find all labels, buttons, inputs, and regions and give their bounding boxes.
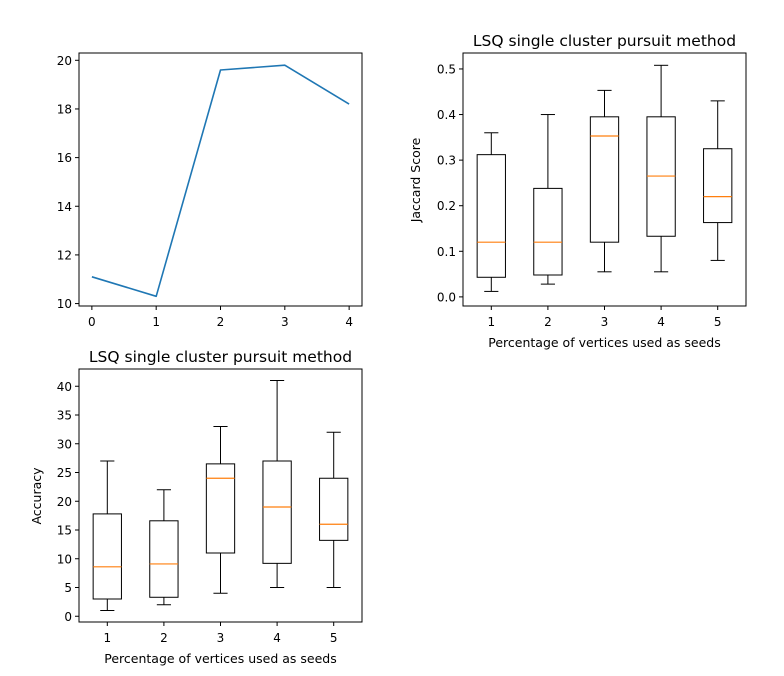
y-tick-label: 30 bbox=[57, 437, 72, 451]
x-axis-label: Percentage of vertices used as seeds bbox=[104, 651, 336, 666]
y-tick-label: 10 bbox=[57, 297, 72, 311]
box-5 bbox=[703, 100, 733, 261]
x-tick-label: 0 bbox=[88, 315, 96, 329]
x-tick-label: 4 bbox=[657, 315, 665, 329]
y-tick-label: 18 bbox=[57, 102, 72, 116]
y-tick-label: 20 bbox=[57, 54, 72, 68]
y-tick-label: 5 bbox=[64, 581, 72, 595]
y-tick-label: 0.2 bbox=[437, 199, 456, 213]
box-iqr bbox=[476, 154, 506, 278]
y-tick-label: 40 bbox=[57, 380, 72, 394]
x-tick-label: 4 bbox=[345, 315, 353, 329]
x-tick-label: 3 bbox=[217, 631, 225, 645]
box-5 bbox=[319, 431, 349, 588]
x-tick-label: 2 bbox=[160, 631, 168, 645]
x-tick-label: 2 bbox=[217, 315, 225, 329]
x-tick-label: 1 bbox=[487, 315, 495, 329]
box-iqr bbox=[589, 116, 620, 243]
x-tick-label: 5 bbox=[330, 631, 338, 645]
box-iqr bbox=[533, 187, 563, 276]
y-tick-label: 15 bbox=[57, 524, 72, 538]
data-line bbox=[91, 64, 350, 298]
chart-title: LSQ single cluster pursuit method bbox=[89, 348, 352, 366]
plot-frame bbox=[78, 52, 363, 307]
box-iqr bbox=[262, 460, 292, 564]
y-tick-label: 0.4 bbox=[437, 108, 456, 122]
x-axis-label: Percentage of vertices used as seeds bbox=[488, 335, 720, 350]
x-tick-label: 1 bbox=[103, 631, 111, 645]
box-iqr bbox=[149, 520, 179, 598]
x-tick-label: 3 bbox=[281, 315, 289, 329]
jaccard-boxplot-panel: LSQ single cluster pursuit method Percen… bbox=[408, 32, 747, 350]
box-1 bbox=[476, 132, 506, 292]
y-tick-label: 35 bbox=[57, 409, 72, 423]
box-2 bbox=[149, 489, 179, 606]
box-4 bbox=[262, 380, 292, 588]
x-tick-label: 4 bbox=[273, 631, 281, 645]
accuracy-boxplot-panel: LSQ single cluster pursuit method Percen… bbox=[29, 348, 363, 666]
x-tick-label: 5 bbox=[714, 315, 722, 329]
y-tick-label: 0.5 bbox=[437, 62, 456, 76]
y-tick-label: 12 bbox=[57, 248, 72, 262]
x-tick-label: 2 bbox=[544, 315, 552, 329]
box-2 bbox=[533, 114, 563, 285]
box-iqr bbox=[205, 463, 236, 554]
box-3 bbox=[589, 89, 620, 273]
box-3 bbox=[205, 426, 236, 594]
box-4 bbox=[646, 64, 676, 273]
x-tick-label: 1 bbox=[152, 315, 160, 329]
y-tick-label: 0.1 bbox=[437, 245, 456, 259]
chart-title: LSQ single cluster pursuit method bbox=[473, 32, 736, 50]
box-iqr bbox=[92, 513, 122, 600]
y-tick-label: 14 bbox=[57, 200, 72, 214]
y-axis-label: Accuracy bbox=[29, 467, 44, 525]
y-tick-label: 0.3 bbox=[437, 154, 456, 168]
y-tick-label: 0.0 bbox=[437, 290, 456, 304]
y-tick-label: 20 bbox=[57, 495, 72, 509]
y-tick-label: 16 bbox=[57, 151, 72, 165]
x-tick-label: 3 bbox=[601, 315, 609, 329]
box-iqr bbox=[319, 477, 349, 541]
box-1 bbox=[92, 460, 122, 611]
y-tick-label: 10 bbox=[57, 552, 72, 566]
y-tick-label: 25 bbox=[57, 466, 72, 480]
y-axis-label: Jaccard Score bbox=[408, 137, 423, 223]
box-iqr bbox=[703, 148, 733, 224]
y-tick-label: 0 bbox=[64, 610, 72, 624]
